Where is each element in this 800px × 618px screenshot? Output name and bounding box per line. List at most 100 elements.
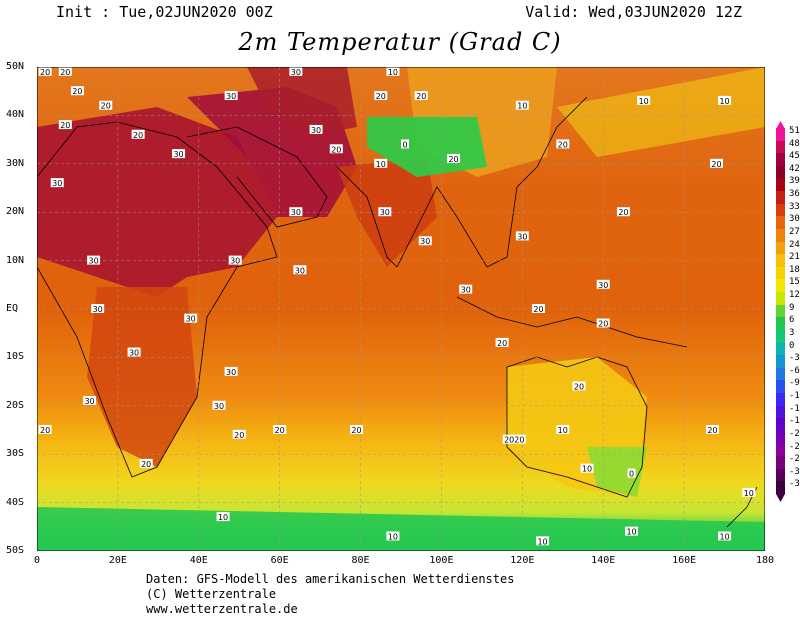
legend-label: 6 xyxy=(789,315,795,326)
contour-label-box xyxy=(447,153,461,163)
contour-label-box xyxy=(418,236,432,246)
lat-label: EQ xyxy=(6,303,19,314)
contour-label-box xyxy=(127,347,141,357)
contour-label-box xyxy=(374,91,388,101)
legend-swatch xyxy=(776,481,785,495)
legend-label: 24 xyxy=(789,239,800,250)
lon-label: 120E xyxy=(510,555,535,566)
contour-label-box xyxy=(289,207,303,217)
contour-label-box xyxy=(329,144,343,154)
legend-swatch xyxy=(776,178,785,192)
contour-label: 20 xyxy=(707,426,717,435)
lat-label: 50N xyxy=(6,61,25,72)
contour-label-box xyxy=(556,425,570,434)
contour-label-box xyxy=(709,158,723,168)
legend-swatch xyxy=(776,342,785,356)
contour-label: 20 xyxy=(133,131,143,140)
legend-label: 36 xyxy=(789,189,800,200)
contour-label: 30 xyxy=(295,266,305,275)
legend-label: 15 xyxy=(789,277,800,288)
contour-label-box xyxy=(536,536,550,546)
contour-label: 20 xyxy=(331,145,341,154)
contour-label: 10 xyxy=(639,97,649,106)
contour-label-box xyxy=(289,67,303,76)
lat-label: 10N xyxy=(6,254,25,266)
contour-label: 30 xyxy=(461,286,471,295)
legend-swatch xyxy=(776,228,785,243)
legend-label: 45 xyxy=(789,151,800,162)
contour-label-box xyxy=(596,279,610,289)
contour-label: 10 xyxy=(537,537,547,546)
contour-label: 20 xyxy=(234,431,244,440)
contour-label: 30 xyxy=(517,232,527,241)
contour-label: 2020 xyxy=(504,436,524,445)
legend-swatch xyxy=(776,191,785,205)
contour-label: 20 xyxy=(497,339,507,348)
legend-swatch xyxy=(776,153,785,167)
contour-label: 10 xyxy=(719,97,729,106)
legend-top-arrow xyxy=(776,121,785,129)
legend-swatch xyxy=(776,329,785,344)
contour-label-box xyxy=(627,468,636,478)
contour-label: 20 xyxy=(101,102,111,111)
contour-label: 30 xyxy=(291,208,301,217)
lon-label: 40E xyxy=(189,555,208,566)
credit-data-source: Daten: GFS-Modell des amerikanischen Wet… xyxy=(146,572,515,586)
contour-label-box xyxy=(625,526,639,536)
legend-swatch xyxy=(776,128,785,142)
contour-label-box xyxy=(515,231,529,241)
map-title: 2m Temperatur (Grad C) xyxy=(238,28,562,56)
lat-label: 20N xyxy=(6,206,25,218)
lon-label: 180 xyxy=(755,555,775,566)
contour-label: 30 xyxy=(214,402,224,411)
legend-label: -27 xyxy=(789,454,800,465)
contour-label: 10 xyxy=(218,513,228,522)
contour-label-box xyxy=(228,255,242,265)
contour-label-box xyxy=(224,366,238,376)
contour-label-box xyxy=(374,158,388,168)
contour-label-box xyxy=(87,255,101,265)
contour-label-box xyxy=(212,400,226,410)
contour-label: 10 xyxy=(388,532,398,541)
legend-swatch xyxy=(776,367,785,381)
contour-label-box xyxy=(273,425,287,434)
contour-label: 20 xyxy=(60,121,70,130)
legend-swatch xyxy=(776,279,785,293)
iran-hot-region xyxy=(247,67,357,137)
lat-label: 30S xyxy=(6,448,25,460)
contour-label-box xyxy=(556,139,570,149)
contour-label-box xyxy=(70,86,84,96)
contour-label-box xyxy=(596,318,610,328)
contour-label-box xyxy=(532,304,546,313)
contour-label-box xyxy=(386,531,400,541)
legend-swatch xyxy=(776,140,785,154)
contour-label: 30 xyxy=(93,305,103,314)
legend-label: 51 xyxy=(789,126,800,136)
contour-label: 10 xyxy=(582,465,592,474)
contour-label: 10 xyxy=(744,489,754,498)
contour-label: 20 xyxy=(72,87,82,96)
contour-label-box xyxy=(414,91,428,101)
legend-label: 42 xyxy=(789,163,800,174)
sahara-hot-region xyxy=(37,107,277,297)
north-pacific-warm xyxy=(557,67,765,157)
legend-swatch xyxy=(776,468,785,482)
contour-label-box xyxy=(83,395,97,405)
legend-swatch xyxy=(776,355,785,369)
legend-label: 18 xyxy=(789,264,800,275)
legend-swatch xyxy=(776,216,785,230)
legend-bottom-arrow xyxy=(776,494,785,502)
legend-swatch xyxy=(776,443,785,457)
contour-label: 10 xyxy=(517,102,527,111)
legend-label: -9 xyxy=(789,378,800,389)
lon-label: 160E xyxy=(672,555,697,566)
contour-label-box xyxy=(232,429,246,439)
init-time: Init : Tue,02JUN2020 00Z xyxy=(56,3,273,21)
contour-label: 20 xyxy=(351,426,361,435)
contour-label: 0 xyxy=(629,470,634,479)
legend-label: 21 xyxy=(789,252,800,263)
credit-website[interactable]: www.wetterzentrale.de xyxy=(146,602,298,616)
australia-cool-se xyxy=(587,447,647,497)
lat-lon-grid xyxy=(37,67,765,551)
legend-label: -18 xyxy=(789,416,800,427)
